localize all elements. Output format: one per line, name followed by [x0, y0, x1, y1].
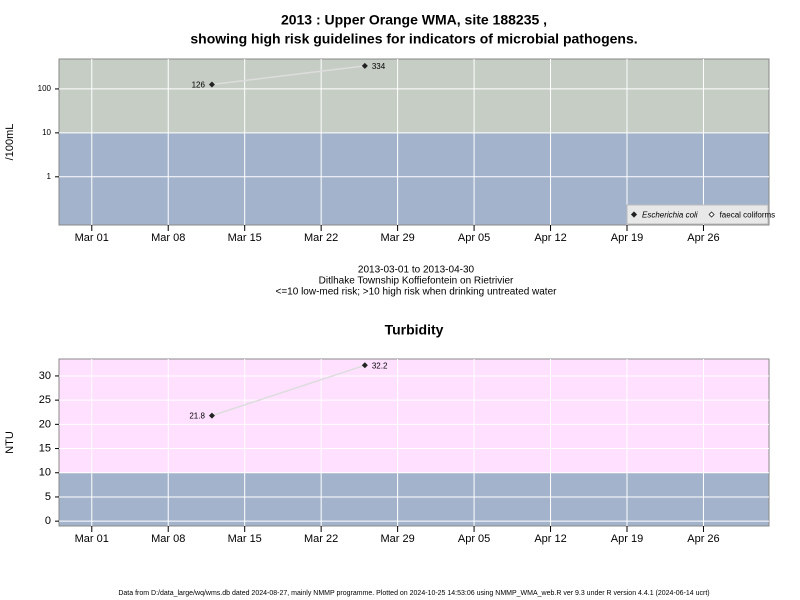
data-label: 32.2: [372, 361, 388, 370]
plot-frame: [58, 58, 770, 226]
y-tick-label: 15: [39, 442, 51, 454]
y-tick-label: 5: [45, 491, 51, 503]
chart-title: 2013 : Upper Orange WMA, site 188235 ,: [281, 12, 547, 28]
legend-box: [626, 204, 769, 225]
x-tick-label: Mar 01: [75, 232, 109, 244]
data-label: 334: [372, 62, 386, 71]
x-tick-label: Apr 26: [687, 533, 719, 545]
plot-frame: [58, 358, 770, 527]
y-axis-label: NTU: [4, 431, 16, 454]
x-tick-label: Mar 29: [380, 533, 414, 545]
risk-band: [59, 359, 769, 473]
y-axis-label: /100mL: [4, 124, 16, 161]
x-tick-label: Apr 12: [534, 232, 566, 244]
y-tick-label: 20: [39, 418, 51, 430]
y-tick-label: 10: [39, 467, 51, 479]
caption: 2013-03-01 to 2013-04-30: [358, 265, 475, 276]
x-tick-label: Mar 22: [304, 232, 338, 244]
legend-marker: [708, 211, 715, 218]
x-tick-label: Mar 15: [228, 232, 262, 244]
chart-subtitle: showing high risk guidelines for indicat…: [190, 31, 637, 47]
caption: Ditlhake Township Koffiefontein on Rietr…: [319, 276, 514, 287]
legend-label: Escherichia coli: [642, 211, 698, 220]
y-tick-label: 100: [38, 84, 52, 93]
series-line: [211, 65, 365, 86]
data-label: 21.8: [189, 412, 205, 421]
caption: <=10 low-med risk; >10 high risk when dr…: [276, 287, 558, 298]
x-tick-label: Mar 08: [151, 232, 185, 244]
x-tick-label: Apr 19: [611, 533, 643, 545]
x-tick-label: Apr 26: [687, 232, 719, 244]
x-tick-label: Mar 22: [304, 533, 338, 545]
legend-marker: [630, 211, 638, 218]
x-tick-label: Mar 01: [75, 533, 109, 545]
y-tick-label: 0: [45, 515, 51, 527]
x-tick-label: Apr 05: [458, 232, 490, 244]
x-tick-label: Apr 19: [611, 232, 643, 244]
data-label: 126: [192, 81, 206, 90]
legend-label: faecal coliforms: [720, 211, 776, 220]
data-point: [208, 81, 215, 88]
y-tick-label: 25: [39, 394, 51, 406]
x-tick-label: Mar 15: [228, 533, 262, 545]
series-line: [211, 364, 366, 417]
y-tick-label: 30: [39, 370, 51, 382]
y-tick-label: 1: [47, 172, 52, 181]
x-tick-label: Apr 05: [458, 533, 490, 545]
data-point: [208, 412, 215, 419]
risk-band: [59, 59, 769, 133]
x-tick-label: Mar 29: [380, 232, 414, 244]
chart-title: Turbidity: [385, 322, 444, 338]
y-tick-label: 10: [42, 128, 51, 137]
data-point: [361, 362, 368, 369]
x-tick-label: Mar 08: [151, 533, 185, 545]
risk-band: [59, 472, 769, 526]
data-point: [361, 62, 368, 69]
footer: Data from D:/data_large/wq/wms.db dated …: [118, 590, 709, 597]
x-tick-label: Apr 12: [534, 533, 566, 545]
